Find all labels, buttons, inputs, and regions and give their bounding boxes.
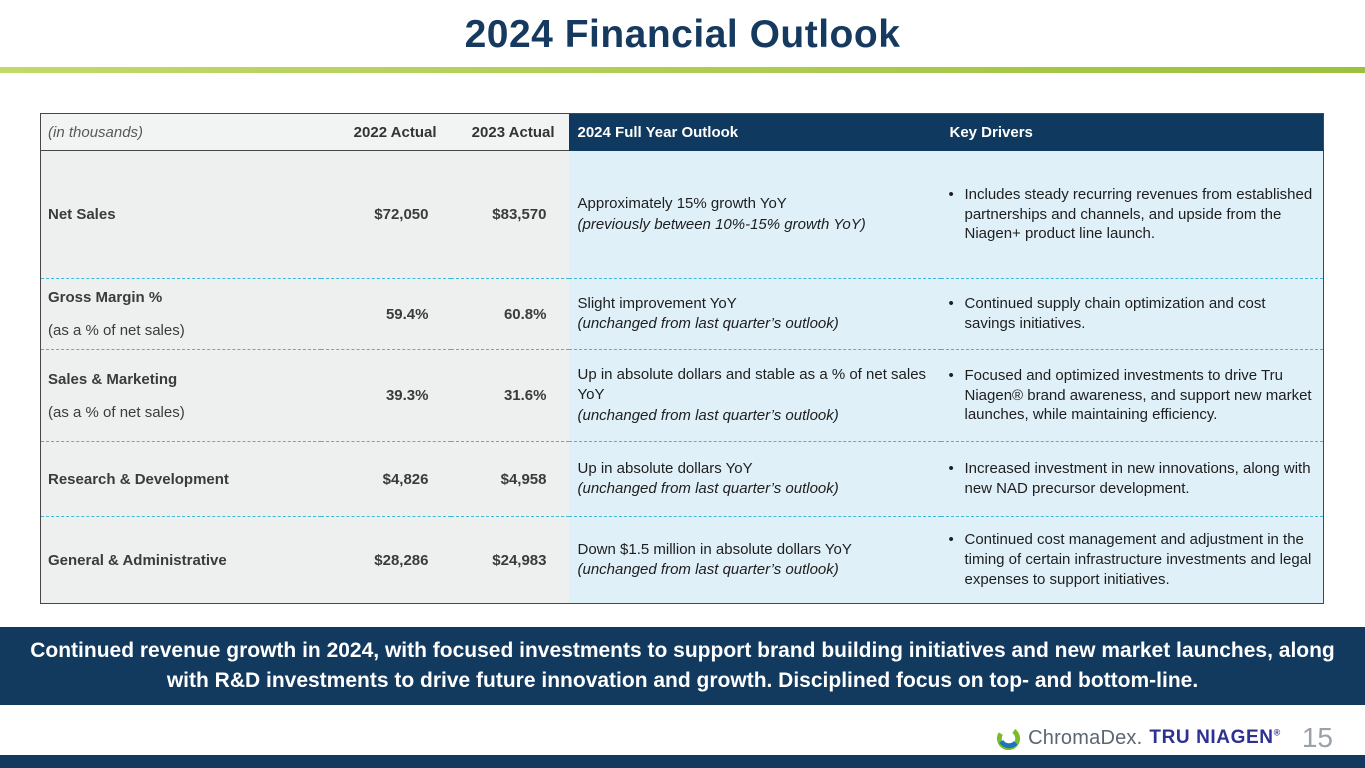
page-number: 15 [1301,722,1333,753]
key-drivers-cell: • Continued supply chain optimization an… [940,278,1324,350]
col-header-in-thousands: (in thousands) [40,113,321,151]
outlook-note: (unchanged from last quarter’s outlook) [577,315,839,332]
value-2022: $28,286 [320,516,451,604]
outlook-text: Down $1.5 million in absolute dollars Yo… [577,540,852,558]
title-divider [0,67,1365,73]
value-2022: 59.4% [320,278,451,350]
col-header-2022-actual: 2022 Actual [320,113,451,151]
col-header-2023-actual: 2023 Actual [450,113,569,151]
table-row-general-administrative: General & Administrative $28,286 $24,983… [40,516,1324,604]
driver-item: • Focused and optimized investments to d… [949,366,1314,426]
chromadex-logo-icon [997,726,1021,750]
col-header-2024-outlook: 2024 Full Year Outlook [568,113,941,151]
outlook-cell: Approximately 15% growth YoY (previously… [568,150,941,279]
driver-text: Continued cost management and adjustment… [964,531,1312,588]
value-2022: $4,826 [320,441,451,517]
table-row-gross-margin: Gross Margin % (as a % of net sales) 59.… [40,278,1324,350]
outlook-cell: Slight improvement YoY (unchanged from l… [568,278,941,350]
col-header-key-drivers: Key Drivers [940,113,1324,151]
outlook-cell: Up in absolute dollars YoY (unchanged fr… [568,441,941,517]
driver-text: Increased investment in new innovations,… [964,460,1311,497]
table-header-row: (in thousands) 2022 Actual 2023 Actual 2… [40,113,1324,151]
financial-outlook-table: (in thousands) 2022 Actual 2023 Actual 2… [40,113,1324,604]
outlook-note: (unchanged from last quarter’s outlook) [577,406,839,424]
registered-mark: ® [1273,727,1281,738]
row-sublabel: (as a % of net sales) [48,322,185,339]
outlook-text: Up in absolute dollars YoY [577,459,753,477]
outlook-text: Up in absolute dollars and stable as a %… [577,366,927,404]
value-2023: $24,983 [450,516,569,604]
value-2023: $4,958 [450,441,569,517]
row-label-cell: Net Sales [40,150,321,279]
bullet-icon: • [948,185,954,203]
row-label: Sales & Marketing [48,370,178,388]
outlook-note: (unchanged from last quarter’s outlook) [577,480,839,497]
row-label: Research & Development [48,470,229,488]
key-drivers-cell: • Continued cost management and adjustme… [940,516,1324,604]
table-row-research-development: Research & Development $4,826 $4,958 Up … [40,441,1324,517]
bullet-icon: • [948,531,954,549]
outlook-text: Approximately 15% growth YoY [577,195,787,213]
driver-text: Focused and optimized investments to dri… [964,366,1312,424]
row-label: Net Sales [48,206,116,223]
value-2023: $83,570 [450,150,569,279]
bottom-accent-bar [0,755,1365,768]
row-label: General & Administrative [48,551,227,569]
row-label-cell: Research & Development [40,441,321,517]
driver-text: Includes steady recurring revenues from … [964,185,1313,243]
row-label-cell: Gross Margin % (as a % of net sales) [40,278,321,350]
page-title: 2024 Financial Outlook [464,13,901,56]
summary-banner: Continued revenue growth in 2024, with f… [0,627,1365,705]
outlook-text: Slight improvement YoY [577,294,737,312]
key-drivers-cell: • Includes steady recurring revenues fro… [940,150,1324,279]
outlook-cell: Down $1.5 million in absolute dollars Yo… [568,516,941,604]
outlook-note: (previously between 10%-15% growth YoY) [577,215,866,233]
brand-chromadex: ChromaDex. [1028,726,1143,749]
driver-item: • Continued cost management and adjustme… [949,530,1314,590]
key-drivers-cell: • Focused and optimized investments to d… [940,349,1324,442]
outlook-cell: Up in absolute dollars and stable as a %… [568,349,941,442]
row-label-cell: Sales & Marketing (as a % of net sales) [40,349,321,442]
driver-item: • Includes steady recurring revenues fro… [949,185,1314,245]
table-row-sales-marketing: Sales & Marketing (as a % of net sales) … [40,349,1324,442]
outlook-note: (unchanged from last quarter’s outlook) [577,561,839,578]
driver-text: Continued supply chain optimization and … [964,295,1266,332]
row-sublabel: (as a % of net sales) [48,403,185,421]
bullet-icon: • [948,295,954,313]
brand-tru-niagen: TRU NIAGEN® [1149,727,1281,748]
row-label: Gross Margin % [48,289,163,306]
driver-item: • Continued supply chain optimization an… [949,294,1314,334]
driver-item: • Increased investment in new innovation… [949,459,1314,499]
value-2022: $72,050 [320,150,451,279]
value-2023: 31.6% [450,349,569,442]
key-drivers-cell: • Increased investment in new innovation… [940,441,1324,517]
footer: ChromaDex. TRU NIAGEN® 15 [996,722,1333,754]
value-2023: 60.8% [450,278,569,350]
table-row-net-sales: Net Sales $72,050 $83,570 Approximately … [40,150,1324,279]
bullet-icon: • [948,460,954,478]
row-label-cell: General & Administrative [40,516,321,604]
bullet-icon: • [948,366,954,384]
summary-banner-text: Continued revenue growth in 2024, with f… [30,639,1335,692]
value-2022: 39.3% [320,349,451,442]
